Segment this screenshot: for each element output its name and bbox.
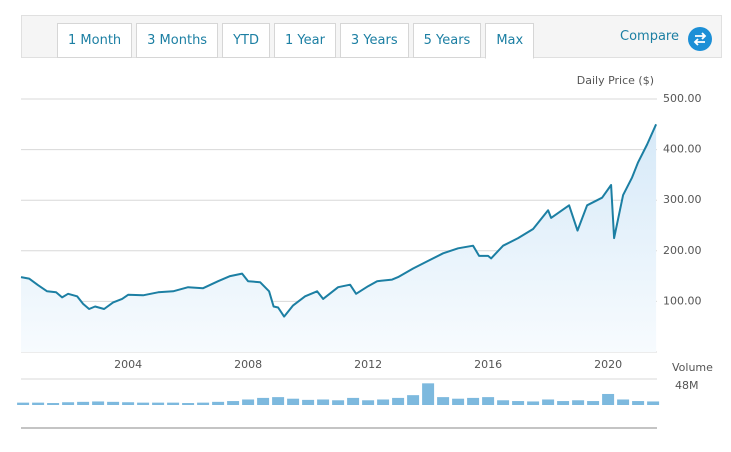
volume-bar	[452, 398, 465, 405]
volume-bar	[632, 401, 645, 405]
volume-bar	[392, 397, 405, 405]
volume-bar	[407, 395, 420, 405]
area-fill	[21, 124, 657, 352]
volume-bar	[242, 399, 255, 405]
volume-bar	[32, 402, 45, 405]
y-tick-label: 200.00	[663, 244, 702, 257]
volume-bar	[227, 401, 240, 405]
volume-bar	[317, 399, 330, 405]
y-axis-label: Volume	[672, 361, 713, 374]
y-tick-label: 100.00	[663, 294, 702, 307]
volume-bar	[617, 399, 630, 405]
x-tick-label: 2012	[354, 358, 382, 371]
compare-icon[interactable]	[687, 26, 713, 52]
y-tick-label: 300.00	[663, 193, 702, 206]
volume-bar	[467, 397, 480, 405]
volume-bar	[257, 397, 270, 405]
tab[interactable]: 3 Months	[136, 23, 219, 58]
volume-bar	[137, 402, 150, 405]
volume-bar	[437, 397, 450, 405]
volume-bar	[422, 383, 435, 405]
volume-bar	[272, 397, 285, 405]
tab[interactable]: 3 Years	[339, 23, 409, 58]
volume-bar	[602, 393, 615, 405]
tab[interactable]: 5 Years	[412, 23, 482, 58]
volume-bar	[62, 402, 75, 405]
volume-bar	[332, 400, 345, 405]
volume-bar	[572, 400, 585, 405]
tab[interactable]: YTD	[222, 23, 270, 58]
volume-bar	[17, 402, 30, 405]
y-tick-label: 400.00	[663, 143, 702, 156]
y-axis-label: Daily Price ($)	[577, 74, 654, 87]
tab[interactable]: 1 Month	[57, 23, 133, 58]
y-tick-label: 500.00	[663, 92, 702, 105]
volume-bar	[587, 401, 600, 405]
volume-bar	[212, 401, 225, 405]
y-tick-label: 48M	[675, 379, 699, 392]
volume-bar	[482, 397, 495, 405]
volume-bar	[362, 400, 375, 405]
volume-bar	[107, 401, 120, 405]
volume-bar	[557, 401, 570, 405]
volume-bar	[377, 399, 390, 405]
tabs: 1 Month 3 Months YTD 1 Year 3 Years 5 Years Ma…	[57, 23, 535, 59]
price-line	[20, 123, 658, 318]
volume-bar	[92, 401, 105, 405]
volume-bar	[347, 397, 360, 405]
volume-bar	[647, 401, 660, 405]
volume-bar	[182, 403, 195, 405]
x-tick-label: 2016	[474, 358, 502, 371]
volume-bar	[542, 399, 555, 405]
tab[interactable]: Max	[485, 23, 535, 59]
volume-bar	[527, 401, 540, 405]
x-tick-label: 2004	[114, 358, 142, 371]
volume-bar	[197, 402, 210, 405]
compare-label[interactable]: Compare	[620, 29, 679, 44]
volume-bar	[152, 402, 165, 405]
volume-bar	[512, 401, 525, 405]
volume-bar	[287, 398, 300, 405]
x-tick-label: 2020	[594, 358, 622, 371]
volume-bar	[122, 402, 135, 405]
volume-bar	[77, 401, 90, 405]
toolbar: 1 Month 3 Months YTD 1 Year 3 Years 5 Years Ma…	[21, 15, 722, 59]
volume-bar	[167, 402, 180, 405]
volume-bar	[302, 399, 315, 405]
tab[interactable]: 1 Year	[273, 23, 336, 58]
x-tick-label: 2008	[234, 358, 262, 371]
volume-bar	[497, 400, 510, 405]
volume-bar	[47, 403, 60, 405]
